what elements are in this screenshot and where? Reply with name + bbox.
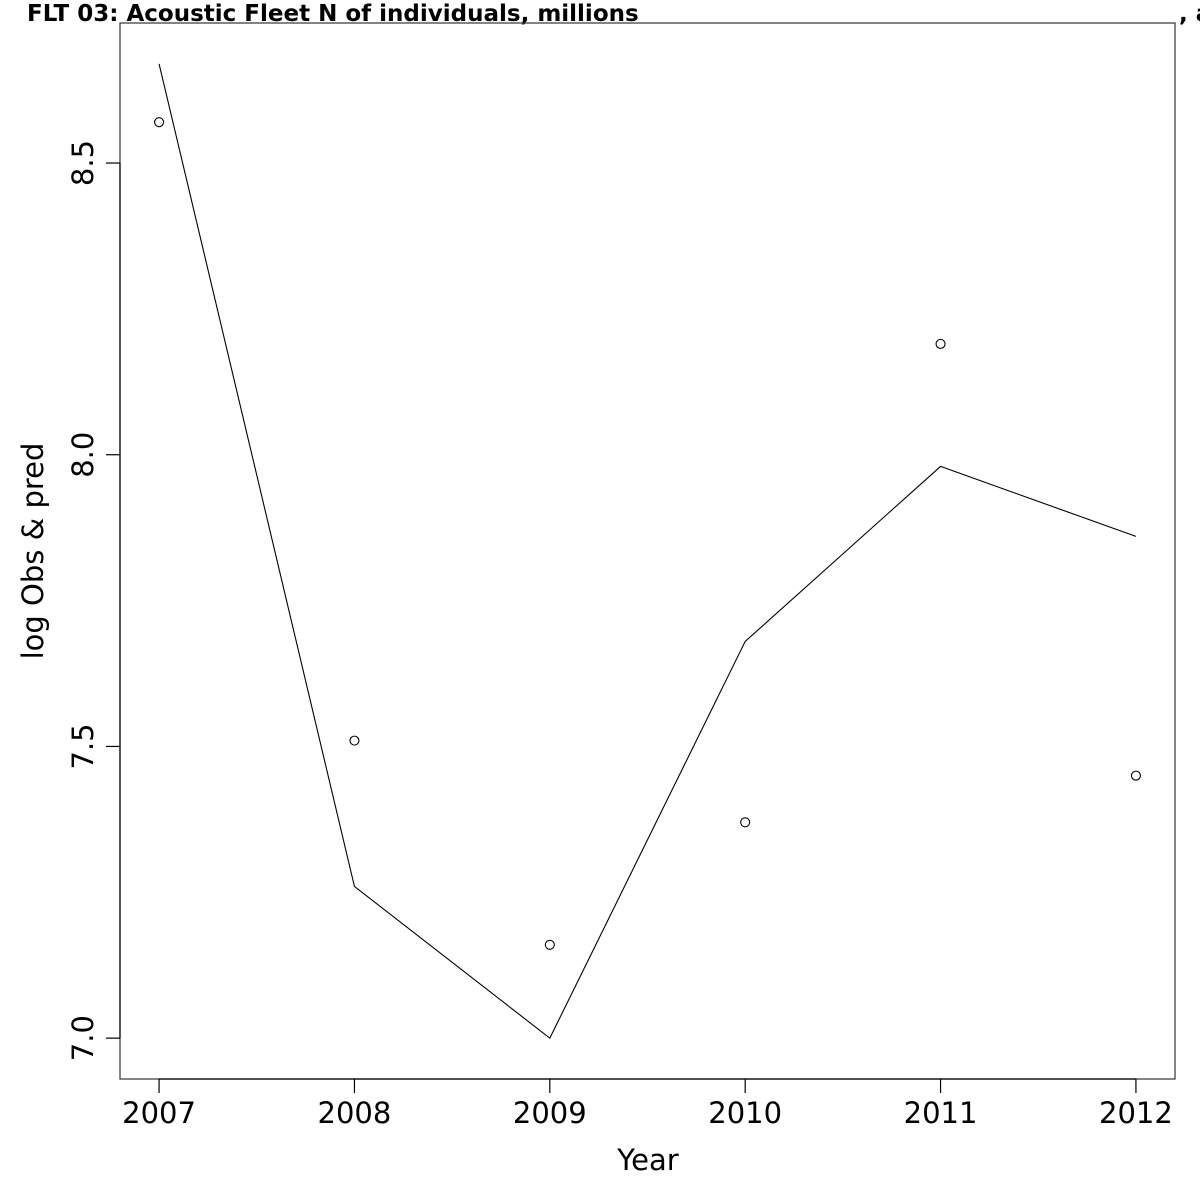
x-tick-label: 2009 (513, 1096, 587, 1130)
y-tick-label: 8.0 (66, 432, 100, 478)
y-tick-label: 7.5 (66, 723, 100, 769)
x-axis: 2007 2008 2009 2010 2011 2012 (122, 1078, 1173, 1130)
series-layer (154, 63, 1141, 1040)
observed-point (349, 735, 360, 746)
y-axis-label: log Obs & pred (16, 443, 50, 660)
x-tick-label: 2008 (318, 1096, 392, 1130)
x-axis-label: Year (616, 1143, 678, 1177)
observed-point (1130, 770, 1141, 781)
y-tick-label: 7.0 (66, 1015, 100, 1061)
x-tick-label: 2010 (708, 1096, 782, 1130)
observed-point (154, 117, 165, 128)
x-tick-label: 2011 (904, 1096, 978, 1130)
y-tick-label: 8.5 (66, 140, 100, 186)
y-axis: 7.0 7.5 8.0 8.5 (66, 140, 121, 1061)
predicted-line (158, 63, 1137, 1040)
plot-frame (119, 22, 1176, 1080)
x-tick-label: 2012 (1099, 1096, 1173, 1130)
observed-point (544, 939, 555, 950)
observed-point (935, 338, 946, 349)
x-tick-label: 2007 (122, 1096, 196, 1130)
chart-title-clipped: , a (1179, 1, 1200, 27)
observed-point (740, 817, 751, 828)
